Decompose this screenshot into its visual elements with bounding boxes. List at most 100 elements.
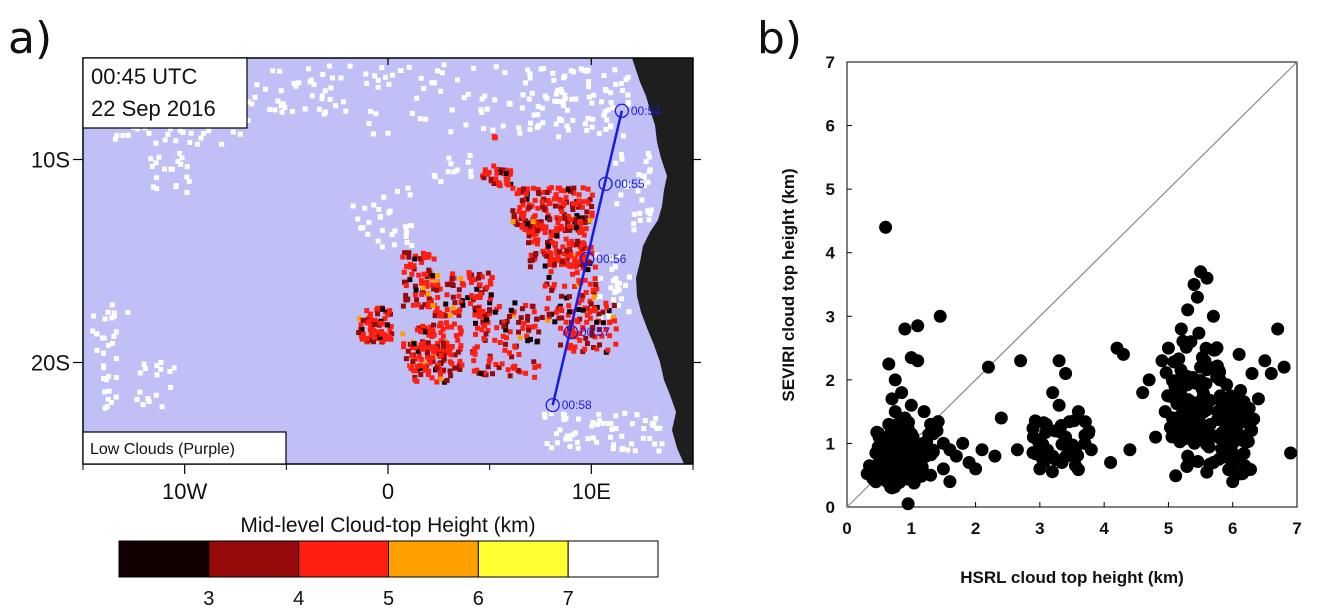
scatter-point [1174, 322, 1188, 336]
cloud-pixel [386, 333, 392, 339]
clear-pixel [386, 210, 392, 216]
cloud-pixel [557, 225, 563, 231]
clear-pixel [528, 120, 534, 126]
map-axis-ticks: 10W 0 10E 10S 20S [31, 58, 701, 504]
clear-pixel [366, 121, 372, 126]
clear-pixel [165, 131, 171, 137]
cloud-pixel [501, 323, 507, 329]
track-time-label: 00:54 [631, 104, 661, 118]
cloud-pixel [504, 335, 509, 341]
clear-pixel [169, 166, 175, 172]
clear-pixel [596, 411, 602, 417]
track-marker [563, 324, 579, 340]
cloud-pixel [488, 177, 494, 183]
scatter-point [1227, 421, 1241, 435]
cloud-pixel [473, 331, 478, 337]
cloud-pixel [548, 185, 554, 191]
cloud-pixel [578, 221, 584, 227]
colorbar-segment [388, 540, 479, 578]
scatter-point [1161, 389, 1175, 403]
clear-pixel [177, 150, 183, 156]
cloud-pixel [444, 341, 450, 346]
cloud-pixel [387, 327, 393, 333]
scatter-point [1082, 424, 1096, 438]
clear-pixel [623, 77, 629, 82]
clear-pixel [373, 111, 379, 117]
clear-pixel [277, 68, 283, 74]
y-tick-label: 5 [826, 180, 835, 199]
cloud-pixel [485, 364, 491, 370]
cloud-pixel [516, 319, 522, 325]
clear-pixel [106, 373, 112, 379]
cloud-pixel [364, 336, 370, 341]
cloud-pixel [574, 202, 579, 208]
cloud-pixel [419, 280, 425, 286]
cloud-pixel [576, 192, 582, 198]
cloud-pixel [409, 345, 415, 351]
clear-pixel [596, 130, 602, 136]
clear-pixel [421, 86, 427, 92]
cloud-pixel [568, 253, 574, 259]
clear-pixel [572, 430, 578, 436]
clear-pixel [597, 294, 603, 299]
clear-pixel [641, 183, 647, 188]
clear-pixel [648, 207, 654, 213]
cloud-pixel [582, 220, 588, 225]
cloud-pixel [559, 293, 564, 299]
clear-pixel [113, 394, 119, 400]
cloud-pixel [406, 250, 412, 256]
flight-track-line [551, 110, 624, 406]
cloud-pixel [558, 306, 563, 312]
low-clouds-note: Low Clouds (Purple) [90, 441, 235, 458]
cloud-pixel [387, 308, 393, 314]
clear-pixel [538, 66, 544, 72]
cloud-pixel [379, 329, 385, 334]
cloud-pixel [585, 267, 591, 273]
cloud-pixel [565, 312, 571, 318]
clear-pixel [637, 210, 643, 216]
cloud-pixel [473, 320, 478, 326]
clear-pixel [507, 101, 513, 107]
clear-pixel [173, 183, 179, 189]
cloud-pixel [531, 229, 537, 234]
cloud-pixel [515, 367, 521, 373]
clear-pixel [403, 234, 409, 239]
cloud-pixel [425, 304, 431, 310]
cloud-pixel [402, 279, 407, 285]
clear-pixel [564, 123, 570, 129]
cloud-pixel [586, 259, 592, 265]
cloud-pixel [422, 302, 428, 308]
scatter-point [886, 475, 900, 489]
cloud-pixel [422, 345, 428, 350]
cloud-pixel [493, 176, 499, 182]
cloud-pixel [526, 233, 532, 239]
clear-pixel [389, 72, 395, 78]
cloud-pixel [415, 363, 421, 369]
clear-pixel [550, 70, 556, 76]
clear-pixel [279, 109, 285, 115]
cloud-pixel [592, 334, 598, 340]
clear-pixel [585, 436, 591, 442]
cloud-pixel [572, 344, 578, 350]
scatter-point [1236, 467, 1249, 481]
scatter-point [1220, 378, 1234, 392]
cloud-pixel [549, 240, 555, 246]
cloud-pixel [543, 224, 549, 230]
clear-pixel [610, 105, 616, 111]
cloud-pixel [419, 304, 425, 310]
clear-pixel [562, 96, 568, 102]
scatter-point [1169, 469, 1183, 483]
clear-pixel [631, 227, 637, 233]
clear-pixel [311, 82, 317, 88]
scatter-point [1190, 290, 1204, 304]
lat-tick-label: 10S [31, 148, 70, 173]
cloud-pixel [414, 297, 419, 303]
scatter-point [885, 433, 899, 447]
clear-pixel [403, 224, 408, 230]
cloud-pixel [570, 330, 576, 336]
scatter-point [1179, 340, 1193, 354]
clear-pixel [527, 127, 533, 132]
scatter-point [1174, 388, 1188, 402]
cloud-pixel [430, 273, 436, 279]
cloud-pixel [579, 199, 585, 205]
